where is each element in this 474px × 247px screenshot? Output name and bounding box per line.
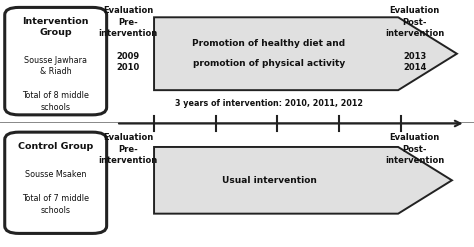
- Text: Usual intervention: Usual intervention: [221, 176, 317, 185]
- Polygon shape: [154, 17, 457, 90]
- Text: 3 years of intervention: 2010, 2011, 2012: 3 years of intervention: 2010, 2011, 201…: [175, 99, 363, 108]
- FancyBboxPatch shape: [5, 132, 107, 233]
- FancyBboxPatch shape: [5, 7, 107, 115]
- Text: Control Group: Control Group: [18, 142, 93, 151]
- Polygon shape: [154, 147, 452, 214]
- Text: Evaluation
Post-
intervention: Evaluation Post- intervention: [385, 133, 444, 165]
- Text: Sousse Jawhara
& Riadh

Total of 8 middle
schools: Sousse Jawhara & Riadh Total of 8 middle…: [22, 56, 89, 112]
- Text: Evaluation
Pre-
intervention

2009
2010: Evaluation Pre- intervention 2009 2010: [99, 6, 157, 72]
- Text: Evaluation
Pre-
intervention: Evaluation Pre- intervention: [99, 133, 157, 165]
- Text: Intervention
Group: Intervention Group: [22, 17, 89, 37]
- Text: Evaluation
Post-
intervention

2013
2014: Evaluation Post- intervention 2013 2014: [385, 6, 444, 72]
- Text: promotion of physical activity: promotion of physical activity: [193, 59, 345, 68]
- Text: Sousse Msaken

Total of 7 middle
schools: Sousse Msaken Total of 7 middle schools: [22, 170, 89, 215]
- Text: Promotion of healthy diet and: Promotion of healthy diet and: [192, 39, 346, 48]
